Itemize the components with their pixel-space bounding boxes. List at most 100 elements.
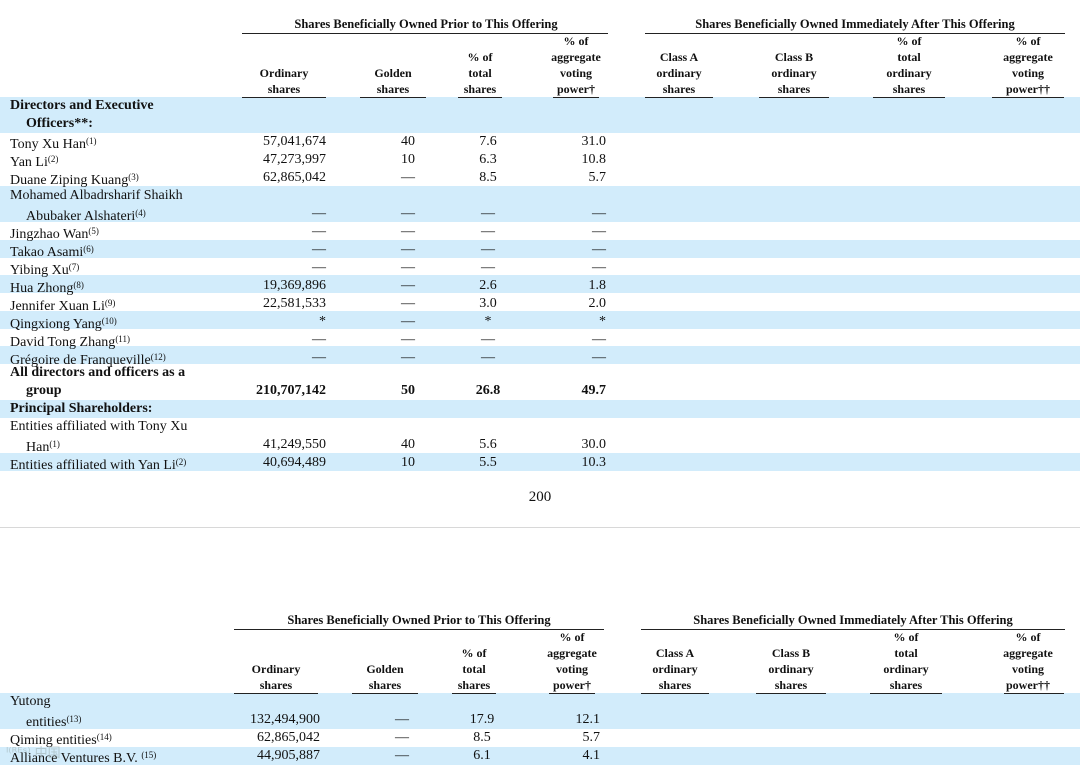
group-header-after: Shares Beneficially Owned Immediately Af… [695,17,1015,31]
row-name: Yutong [10,693,50,711]
section-directors: Directors and Executive [10,98,154,113]
cell-ordinary: 57,041,674 [263,134,326,149]
col-header-voting-after: % of aggregate voting power†† [1003,34,1053,96]
group-header-rule [242,33,608,34]
row-name: Takao Asami(6) [10,241,94,262]
page-separator [0,527,1080,528]
row-name: Hua Zhong(8) [10,277,84,298]
row-name: Yibing Xu(7) [10,259,79,280]
row-name: Qiming entities(14) [10,729,112,750]
row-name: Abubaker Alshateri(4) [26,205,146,226]
row-name-text: Han [26,440,50,455]
footnote-ref: (14) [96,732,112,742]
row-name-text: Tony Xu Han [10,137,87,152]
cell-golden: — [401,278,415,293]
row-name-text: Duane Ziping Kuang [10,173,129,188]
cell-ordinary: 22,581,533 [263,296,326,311]
cell-vote: 10.3 [581,455,607,470]
footnote-ref: (5) [88,226,99,236]
footnote-ref: (15) [141,750,157,760]
row-name-text: Jingzhao Wan [10,227,89,242]
cell-vote: * [599,314,606,329]
col-rule [553,97,599,98]
cell-vote: 30.0 [581,437,607,452]
cell-pct: 5.5 [479,455,497,470]
group-header-rule [641,629,1065,630]
row-name: Alliance Ventures B.V. (15) [10,747,156,768]
cell-golden: 40 [401,437,415,452]
group-header-prior: Shares Beneficially Owned Prior to This … [294,17,558,31]
row-name-text: Yutong [10,694,51,709]
col-rule [234,693,318,694]
cell-vote: 12.1 [575,712,601,727]
row-name: Mohamed Albadrsharif Shaikh [10,187,183,205]
row-band [0,453,1080,471]
row-name: Qingxiong Yang(10) [10,313,117,334]
cell-golden: — [401,350,415,365]
cell-ordinary: 19,369,896 [263,278,326,293]
footnote-ref: (2) [47,154,59,164]
footnote-ref: (11) [115,334,130,344]
cell-ordinary: 47,273,997 [263,152,326,167]
row-name-text: Hua Zhong [10,281,74,296]
cell-vote: 1.8 [588,278,607,293]
cell-vote: — [592,350,606,365]
cell-vote: 10.8 [581,152,607,167]
cell-vote: — [592,260,606,275]
all-group-ordinary: 210,707,142 [256,383,326,398]
footnote-ref: (2) [175,457,187,467]
cell-pct: — [481,224,495,239]
cell-ordinary: * [319,314,326,329]
row-name: Entities affiliated with Yan Li(2) [10,454,186,475]
cell-golden: — [401,170,415,185]
cell-golden: — [401,242,415,257]
row-name-text: Qingxiong Yang [10,317,102,332]
cell-golden: 10 [401,455,415,470]
section-principal: Principal Shareholders: [10,401,153,416]
footnote-ref: (3) [128,172,139,182]
col-header-voting-after: % of aggregate voting power†† [1003,630,1053,692]
cell-vote: 4.1 [582,748,601,763]
section-directors-cont: Officers**: [26,116,93,131]
col-rule [873,97,945,98]
cell-pct: 8.5 [473,730,491,745]
row-band [0,346,1080,364]
row-band [0,97,1080,133]
row-band [0,275,1080,293]
col-header-class-b: Class B ordinary shares [768,646,814,692]
footnote-ref: (6) [83,244,94,254]
col-header-pct-total: % of total shares [463,50,497,96]
col-rule [641,693,709,694]
row-name-text: Jennifer Xuan Li [10,299,105,314]
footnote-ref: (4) [135,208,146,218]
page-number: 200 [528,489,552,505]
col-header-voting: % of aggregate voting power† [547,630,597,692]
cell-ordinary: — [312,332,326,347]
row-name: Tony Xu Han(1) [10,133,97,154]
cell-golden: — [395,748,409,763]
row-band [0,240,1080,258]
col-rule [360,97,426,98]
row-band [0,747,1080,765]
cell-pct: 8.5 [479,170,497,185]
col-header-pct-ordinary: % of total ordinary shares [883,630,929,692]
cell-ordinary: — [312,350,326,365]
cell-pct: — [481,350,495,365]
cell-pct: 6.1 [473,748,491,763]
cell-vote: — [592,224,606,239]
cell-ordinary: — [312,224,326,239]
cell-pct: 5.6 [479,437,497,452]
col-rule [756,693,826,694]
col-rule [452,693,496,694]
footnote-ref: (7) [68,262,80,272]
group-header-rule [234,629,604,630]
cell-golden: — [401,224,415,239]
footnote-ref: (13) [66,714,82,724]
row-band [0,400,1080,418]
row-name-text: Yibing Xu [10,263,69,278]
col-header-class-a: Class A ordinary shares [656,50,702,96]
cell-vote: — [592,206,606,221]
cell-pct: 6.3 [479,152,497,167]
group-header-prior: Shares Beneficially Owned Prior to This … [287,613,551,627]
cell-pct: * [484,314,492,329]
